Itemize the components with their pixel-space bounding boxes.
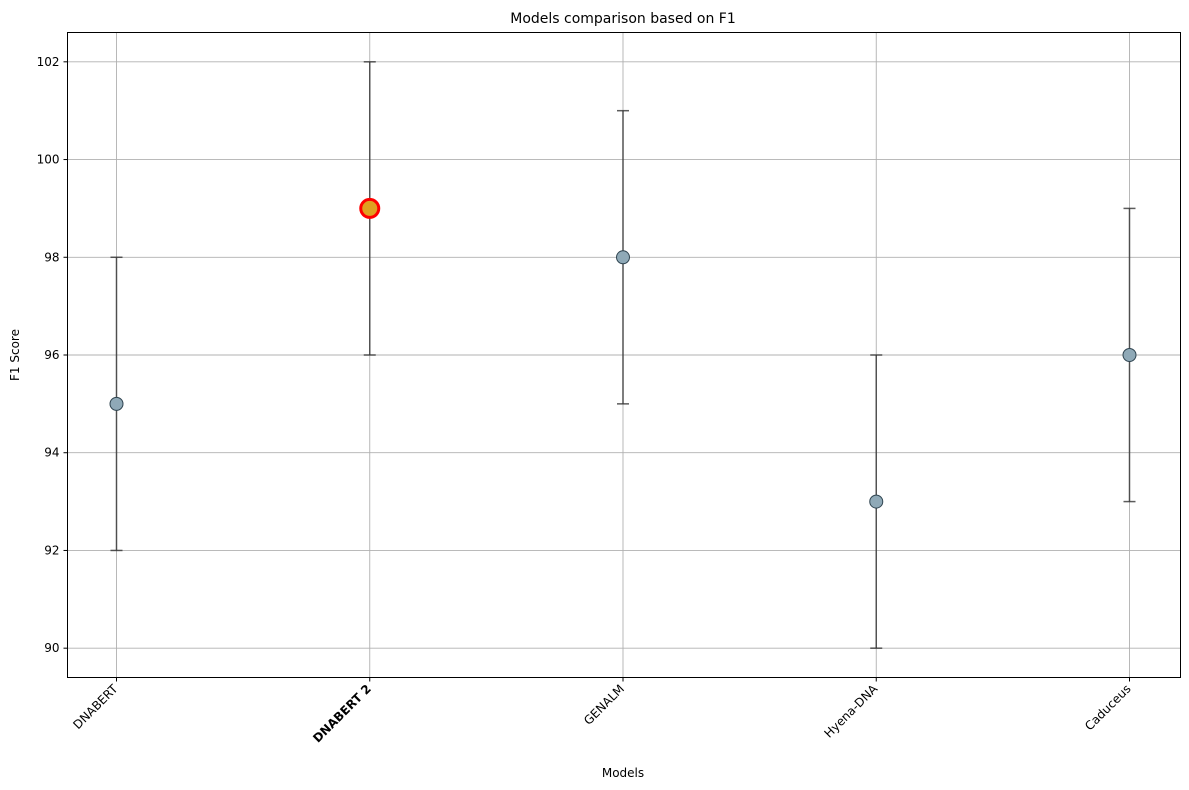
y-tick-label: 96 bbox=[44, 348, 59, 362]
x-tick-label: DNABERT 2 bbox=[310, 682, 374, 746]
y-tick-label: 100 bbox=[37, 153, 60, 167]
grid bbox=[67, 32, 1181, 678]
y-axis-ticks: 90 92 94 96 98 100 102 bbox=[37, 55, 68, 655]
chart-title: Models comparison based on F1 bbox=[510, 11, 736, 27]
x-tick-label: Hyena-DNA bbox=[822, 681, 881, 740]
y-axis-label: F1 Score bbox=[8, 329, 22, 381]
x-tick-label: Caduceus bbox=[1082, 682, 1133, 733]
y-tick-label: 94 bbox=[44, 446, 59, 460]
data-point bbox=[869, 494, 884, 509]
x-tick-label: DNABERT bbox=[70, 681, 121, 732]
data-point bbox=[1122, 348, 1137, 362]
x-axis-label: Models bbox=[602, 766, 644, 780]
y-tick-label: 98 bbox=[44, 250, 59, 264]
highlighted-data-point bbox=[359, 197, 381, 219]
y-tick-label: 90 bbox=[44, 641, 59, 655]
x-axis-ticks: DNABERT DNABERT 2 GENALM Hyena-DNA Caduceus bbox=[70, 677, 1134, 746]
data-point bbox=[109, 396, 124, 411]
data-point bbox=[616, 250, 630, 265]
y-tick-label: 102 bbox=[37, 55, 60, 69]
y-tick-label: 92 bbox=[44, 543, 59, 557]
x-tick-label: GENALM bbox=[581, 682, 627, 728]
data-points bbox=[109, 197, 1137, 509]
